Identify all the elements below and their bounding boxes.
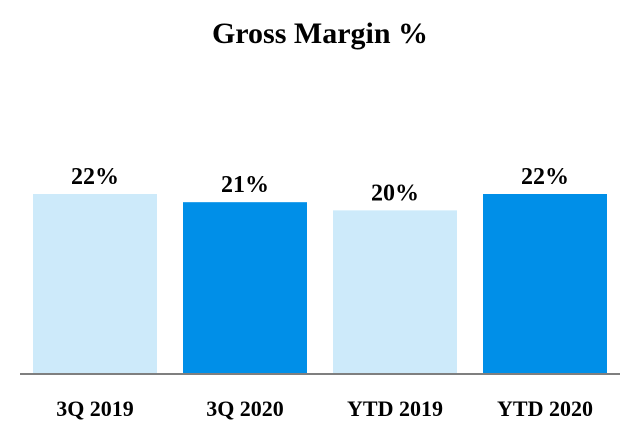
value-label: 22% — [521, 164, 569, 190]
value-label: 20% — [371, 180, 419, 206]
bar-ytd-2020 — [483, 194, 607, 374]
bar-3q-2019 — [33, 194, 157, 374]
chart-title: Gross Margin % — [211, 17, 429, 50]
category-label: 3Q 2019 — [56, 396, 134, 421]
value-label: 22% — [71, 164, 119, 190]
bar-3q-2020 — [183, 202, 307, 374]
bar-ytd-2019 — [333, 210, 457, 374]
category-label: 3Q 2020 — [206, 396, 284, 421]
category-label: YTD 2019 — [347, 396, 443, 421]
value-label: 21% — [221, 172, 269, 198]
category-label: YTD 2020 — [497, 396, 593, 421]
